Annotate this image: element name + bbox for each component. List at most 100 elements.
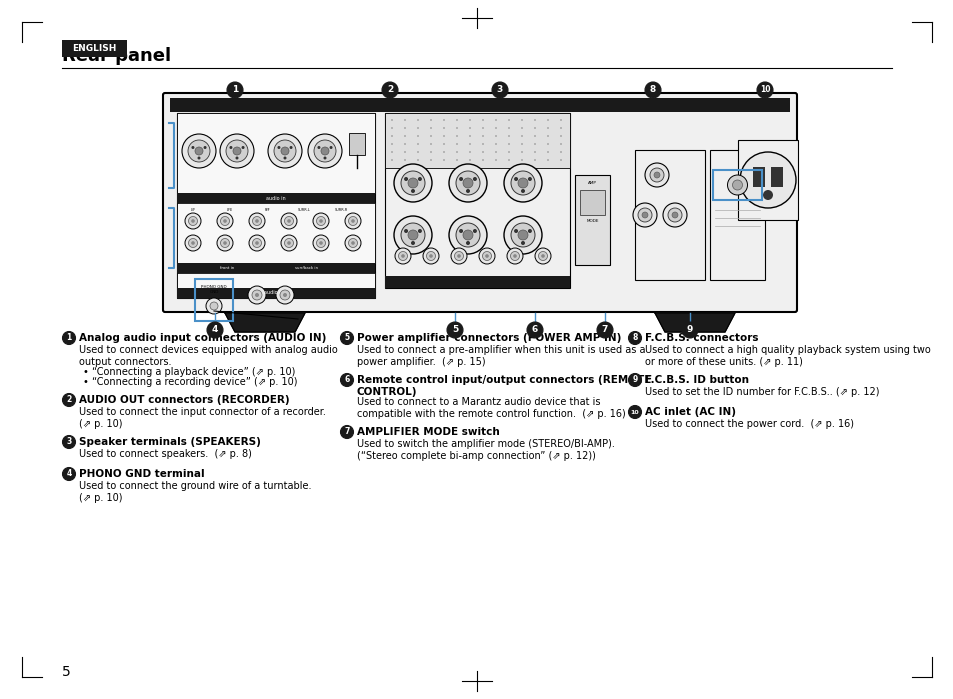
Circle shape [314, 140, 335, 162]
Circle shape [633, 203, 657, 227]
Circle shape [449, 164, 486, 202]
Circle shape [422, 248, 438, 264]
Circle shape [481, 159, 483, 161]
Circle shape [277, 146, 280, 149]
Circle shape [517, 178, 527, 188]
Circle shape [408, 178, 417, 188]
Circle shape [526, 322, 542, 338]
Bar [62, 40, 127, 57]
Circle shape [757, 82, 772, 98]
Circle shape [671, 212, 678, 218]
Bar [194, 279, 233, 321]
Circle shape [546, 127, 548, 129]
Circle shape [430, 151, 432, 153]
Circle shape [416, 159, 418, 161]
Text: LFE: LFE [227, 208, 233, 212]
Circle shape [546, 151, 548, 153]
Circle shape [527, 229, 532, 233]
Circle shape [220, 238, 230, 247]
Circle shape [220, 217, 230, 226]
Circle shape [253, 238, 261, 247]
Circle shape [495, 151, 497, 153]
Bar [177, 263, 375, 273]
Circle shape [323, 157, 326, 159]
Circle shape [495, 135, 497, 137]
Circle shape [546, 119, 548, 121]
Circle shape [220, 134, 253, 168]
Circle shape [313, 235, 329, 251]
Circle shape [280, 290, 290, 300]
Circle shape [391, 135, 393, 137]
Bar [738, 140, 797, 220]
Text: 5: 5 [62, 665, 71, 679]
Text: Used to connect speakers.  (⇗ p. 8): Used to connect speakers. (⇗ p. 8) [79, 449, 252, 459]
Circle shape [527, 177, 532, 181]
Circle shape [287, 241, 291, 245]
Text: PHONO GND
GND: PHONO GND GND [201, 285, 227, 294]
Text: 3: 3 [497, 85, 502, 94]
FancyBboxPatch shape [163, 93, 796, 312]
Text: AC inlet (AC IN): AC inlet (AC IN) [644, 407, 735, 417]
Circle shape [403, 151, 406, 153]
Circle shape [520, 159, 522, 161]
Bar [177, 203, 375, 263]
Circle shape [546, 143, 548, 145]
Circle shape [63, 331, 75, 345]
Circle shape [449, 216, 486, 254]
Circle shape [283, 293, 287, 297]
Circle shape [520, 143, 522, 145]
Circle shape [191, 241, 194, 245]
Bar [170, 98, 789, 112]
Circle shape [511, 171, 535, 195]
Circle shape [520, 151, 522, 153]
Text: audio in: audio in [266, 196, 286, 201]
Circle shape [430, 127, 432, 129]
Text: 4: 4 [212, 326, 218, 335]
Circle shape [495, 143, 497, 145]
Circle shape [442, 135, 444, 137]
Circle shape [495, 119, 497, 121]
Circle shape [511, 223, 535, 247]
Circle shape [252, 290, 262, 300]
Circle shape [465, 241, 470, 245]
Circle shape [503, 216, 541, 254]
Bar [385, 113, 569, 168]
Circle shape [216, 235, 233, 251]
Text: 5: 5 [344, 333, 349, 343]
Circle shape [391, 143, 393, 145]
Bar [177, 113, 375, 298]
Circle shape [316, 238, 325, 247]
Text: Used to connect devices equipped with analog audio
output connectors.: Used to connect devices equipped with an… [79, 345, 337, 368]
Text: F.C.B.S. connectors: F.C.B.S. connectors [644, 333, 758, 343]
Text: L/F: L/F [191, 208, 195, 212]
Circle shape [507, 159, 510, 161]
Circle shape [233, 147, 241, 155]
Circle shape [404, 177, 408, 181]
Circle shape [308, 134, 341, 168]
Circle shape [417, 229, 421, 233]
Circle shape [313, 213, 329, 229]
Circle shape [485, 254, 488, 258]
Circle shape [340, 426, 354, 438]
Circle shape [329, 146, 333, 149]
Text: AUDIO OUT connectors (RECORDER): AUDIO OUT connectors (RECORDER) [79, 395, 290, 405]
Circle shape [191, 219, 194, 223]
Circle shape [284, 238, 294, 247]
Text: Used to connect the power cord.  (⇗ p. 16): Used to connect the power cord. (⇗ p. 16… [644, 419, 853, 429]
Bar [635, 150, 704, 280]
Text: ENGLISH: ENGLISH [72, 44, 116, 53]
Text: AMP: AMP [587, 181, 597, 185]
Circle shape [517, 230, 527, 240]
Circle shape [469, 119, 471, 121]
Circle shape [534, 119, 536, 121]
Bar [770, 167, 782, 187]
Text: AMPLIFIER MODE switch: AMPLIFIER MODE switch [356, 427, 499, 437]
Text: MODE: MODE [586, 219, 598, 223]
Circle shape [534, 127, 536, 129]
Circle shape [430, 119, 432, 121]
Circle shape [534, 143, 536, 145]
Circle shape [644, 82, 660, 98]
Circle shape [319, 241, 322, 245]
Circle shape [185, 213, 201, 229]
Polygon shape [655, 313, 734, 332]
